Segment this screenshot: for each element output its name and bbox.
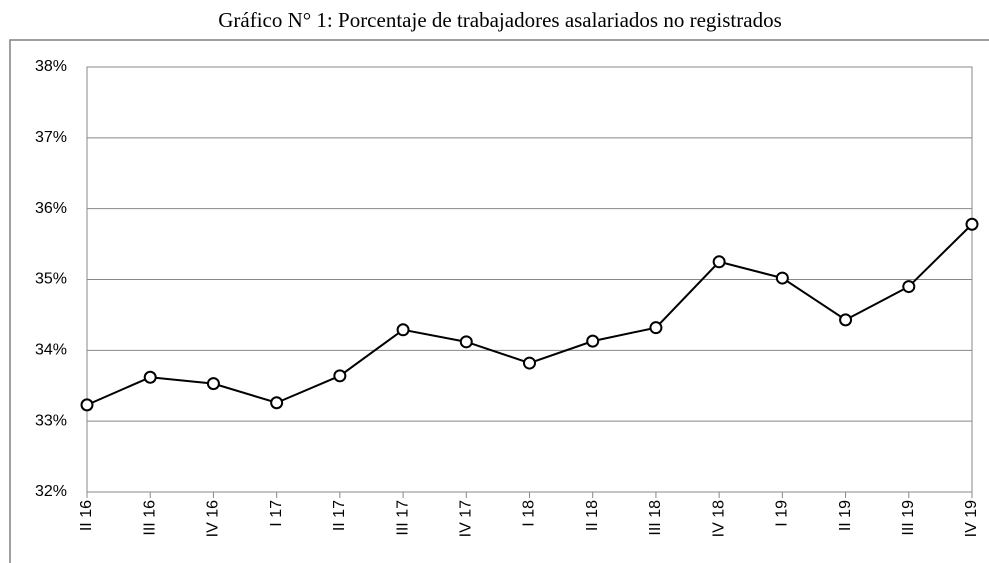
- chart-title: Gráfico N° 1: Porcentaje de trabajadores…: [218, 8, 782, 32]
- y-tick-label: 38%: [35, 58, 67, 75]
- data-point: [775, 271, 789, 285]
- x-tick-label: IV 18: [710, 500, 727, 537]
- x-tick-label: II 17: [331, 500, 348, 531]
- y-tick-label: 32%: [35, 483, 67, 500]
- data-point: [523, 356, 536, 370]
- data-point: [902, 280, 916, 294]
- x-tick-label: II 19: [837, 500, 854, 531]
- data-point: [712, 255, 726, 269]
- y-tick-label: 34%: [35, 342, 67, 359]
- data-point: [206, 377, 220, 391]
- x-tick-label: I 18: [521, 500, 538, 527]
- data-point: [839, 313, 853, 327]
- y-tick-label: 35%: [35, 271, 67, 288]
- data-point: [396, 323, 410, 337]
- data-point: [459, 335, 473, 349]
- chart-frame: [9, 39, 989, 563]
- x-tick-label: III 17: [394, 500, 411, 536]
- y-tick-label: 37%: [35, 129, 67, 146]
- x-tick-label: III 16: [141, 500, 158, 536]
- data-point: [965, 217, 979, 231]
- data-point: [80, 398, 94, 412]
- x-tick-label: III 18: [647, 500, 664, 536]
- y-tick-label: 33%: [35, 412, 67, 429]
- data-point: [143, 370, 157, 384]
- data-point: [586, 334, 600, 348]
- data-point: [270, 396, 284, 410]
- data-point: [649, 321, 663, 335]
- x-tick-label: II 16: [78, 500, 95, 531]
- data-point: [333, 369, 347, 383]
- x-tick-label: II 18: [584, 500, 601, 531]
- x-tick-label: III 19: [900, 500, 917, 536]
- x-tick-label: IV 19: [963, 500, 980, 537]
- x-tick-label: IV 17: [458, 500, 475, 537]
- x-tick-label: I 17: [268, 500, 285, 527]
- data-line: [86, 223, 973, 406]
- x-tick-label: IV 16: [205, 500, 222, 537]
- y-tick-label: 36%: [35, 200, 67, 217]
- x-tick-label: I 19: [774, 500, 791, 527]
